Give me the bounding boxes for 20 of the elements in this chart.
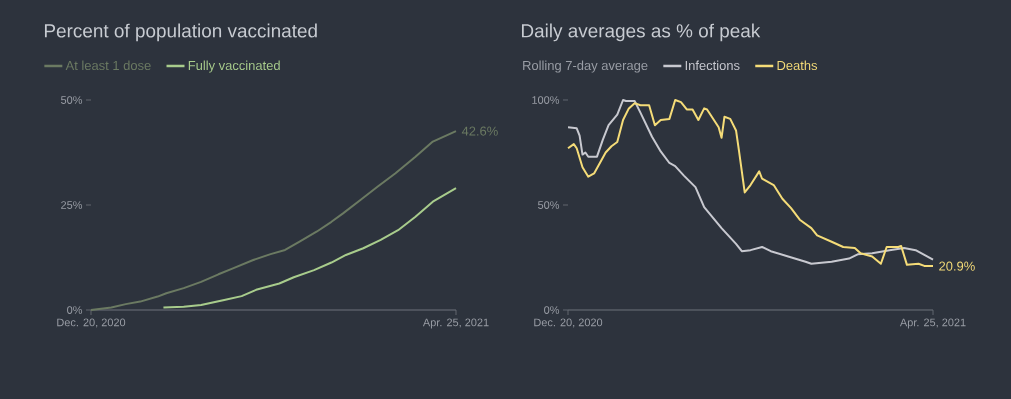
y-tick-label: 0% [67,306,83,314]
chart-title: Percent of population vaccinated [44,23,317,42]
legend-label: Infections [685,60,740,71]
legend-label: Deaths [777,60,818,71]
x-tick-label: Apr. 25, 2021 [899,318,966,329]
annotation: 42.6% [461,126,498,136]
y-tick-label: 50% [537,201,560,209]
x-tick-label: Dec. 20, 2020 [57,318,126,328]
x-tick-label: Dec. 20, 2020 [534,318,603,328]
chart-title: Daily averages as % of peak [521,23,761,42]
y-tick-label: 25% [61,201,83,209]
y-tick-label: 100% [532,96,560,104]
legend-label: At least 1 dose [65,60,151,71]
annotation: 20.9% [939,261,975,271]
legend-title: Rolling 7-day average [523,60,648,73]
line-series [162,187,458,309]
y-tick-label: 0% [544,306,560,314]
legend-label: Fully vaccinated [188,60,280,73]
y-tick-label: 50% [60,96,83,104]
x-tick-label: Apr. 25, 2021 [422,318,489,329]
